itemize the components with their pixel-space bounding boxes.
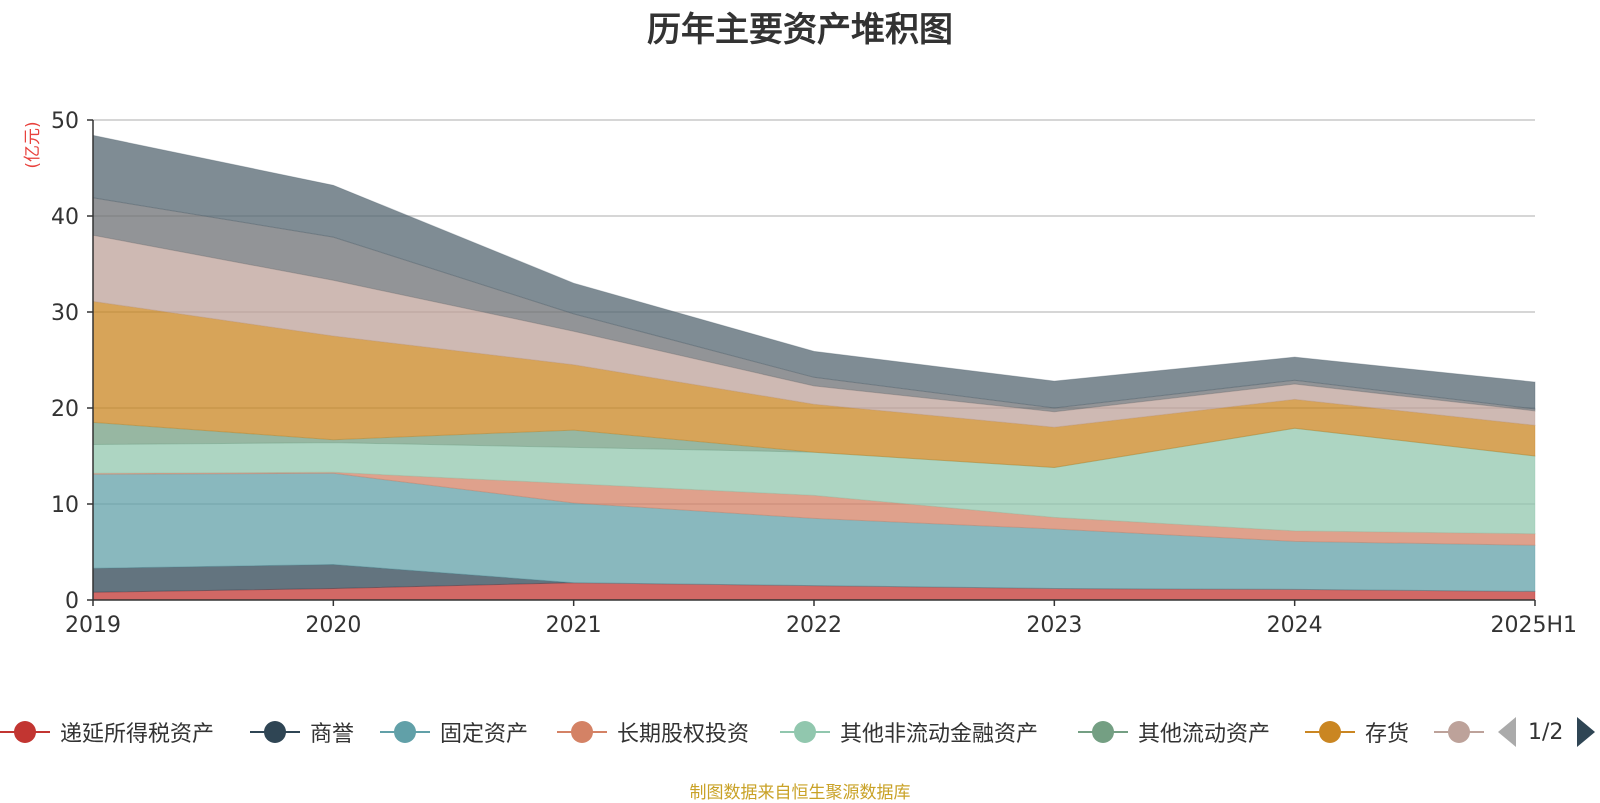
triangle-left-icon[interactable] [1498,717,1516,747]
x-tick-label: 2023 [1026,613,1082,638]
circle-icon [1434,712,1484,752]
y-axis-unit-label: (亿元) [23,121,43,168]
x-tick-label: 2021 [546,613,602,638]
circle-icon [557,712,607,752]
legend-label: 其他流动资产 [1138,722,1271,747]
circle-icon [250,712,300,752]
legend-item[interactable]: 固定资产 [380,712,528,752]
legend-label: 固定资产 [440,722,529,747]
x-tick-label: 2019 [65,613,121,638]
legend-label: 长期股权投资 [617,722,750,747]
legend-item[interactable]: 长期股权投资 [557,712,749,752]
legend-item[interactable]: 递延所得税资产 [0,712,214,752]
y-tick-label: 50 [51,109,79,134]
legend-label: 递延所得税资产 [60,722,215,747]
legend-pager: 1/2 [1498,712,1596,752]
chart-title: 历年主要资产堆积图 [647,10,953,50]
triangle-right-icon[interactable] [1577,717,1596,747]
area-series-8 [92,197,1536,413]
x-tick-label: 2020 [305,613,361,638]
legend-item[interactable]: 存货 [1305,712,1409,752]
area-series-3 [92,471,1536,546]
legend-label: 存货 [1365,722,1410,747]
legend: 递延所得税资产 商誉 固定资产 长期股权投资 其他非流动金融资产 其他流动资产 存货 [0,712,1600,752]
x-tick-label: 2024 [1267,613,1323,638]
circle-icon [380,712,430,752]
y-tick-label: 30 [51,301,79,326]
legend-page-indicator: 1/2 [1528,719,1564,745]
legend-label: 商誉 [310,722,355,747]
chart-area: 0 10 20 30 40 50 2019 2020 2021 2022 2023 2024 2025H… [23,109,1577,638]
x-tick-label: 2025H1 [1490,613,1577,638]
source-note: 制图数据来自恒生聚源数据库 [689,783,911,803]
area-series-9 [92,134,1536,410]
circle-icon [1078,712,1128,752]
area-series-4 [92,427,1536,535]
y-tick-label: 0 [65,589,79,614]
legend-label: 其他非流动金融资产 [840,722,1039,747]
stacked-areas [92,134,1536,601]
legend-item[interactable]: 其他非流动金融资产 [780,712,1038,752]
legend-item[interactable] [1434,712,1484,752]
y-tick-label: 20 [51,397,79,422]
y-tick-label: 40 [51,205,79,230]
circle-icon [1305,712,1355,752]
x-tick-label: 2022 [786,613,842,638]
legend-item[interactable]: 商誉 [250,712,354,752]
axes: 0 10 20 30 40 50 2019 2020 2021 2022 2023 2024 2025H… [51,109,1577,638]
circle-icon [0,712,50,752]
circle-icon [780,712,830,752]
y-tick-label: 10 [51,493,79,518]
legend-item[interactable]: 其他流动资产 [1078,712,1270,752]
